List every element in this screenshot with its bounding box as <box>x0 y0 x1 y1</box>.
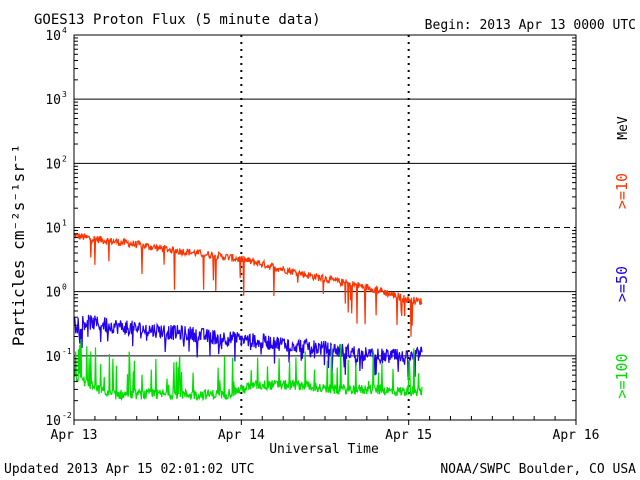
x-tick-label: Apr 13 <box>51 428 98 443</box>
y-tick-exponent: 2 <box>62 154 67 163</box>
chart-title: GOES13 Proton Flux (5 minute data) <box>34 12 321 28</box>
y-tick-label: 10 <box>45 157 61 172</box>
legend: MeV >=10 >=50 >=100 <box>613 116 631 398</box>
x-axis-label: Universal Time <box>269 442 379 457</box>
grid-lines <box>74 35 576 420</box>
plot-frame <box>73 34 577 421</box>
legend-entry-50mev: >=50 <box>613 266 631 302</box>
y-tick-exponent: 4 <box>62 26 67 35</box>
x-tick-label: Apr 15 <box>385 428 432 443</box>
y-tick-label: 10 <box>45 286 61 301</box>
series-10mev-line <box>73 232 423 337</box>
y-tick-exponent: -2 <box>62 411 72 420</box>
y-tick-exponent: -1 <box>62 347 72 356</box>
y-tick-label: 10 <box>45 222 61 237</box>
y-tick-label: 10 <box>45 350 61 365</box>
begin-time-label: Begin: 2013 Apr 13 0000 UTC <box>425 18 636 33</box>
x-axis-ticks: Apr 13 Apr 14 Apr 15 Apr 16 <box>51 416 600 443</box>
x-tick-label: Apr 16 <box>553 428 600 443</box>
y-axis-label: Particles cm⁻²s⁻¹sr⁻¹ <box>9 144 28 346</box>
y-tick-exponent: 3 <box>62 90 67 99</box>
legend-unit: MeV <box>616 116 631 140</box>
flux-series <box>73 232 423 402</box>
y-tick-label: 10 <box>45 414 61 429</box>
y-tick-exponent: 0 <box>62 283 67 292</box>
x-tick-label: Apr 14 <box>218 428 265 443</box>
series-100mev-line <box>73 338 423 402</box>
agency-credit: NOAA/SWPC Boulder, CO USA <box>440 462 636 477</box>
y-tick-label: 10 <box>45 93 61 108</box>
updated-timestamp: Updated 2013 Apr 15 02:01:02 UTC <box>4 462 254 477</box>
legend-entry-100mev: >=100 <box>613 353 631 398</box>
legend-entry-10mev: >=10 <box>613 173 631 209</box>
y-tick-label: 10 <box>45 29 61 44</box>
y-tick-exponent: 1 <box>62 219 67 228</box>
series-50mev-line <box>73 314 423 378</box>
